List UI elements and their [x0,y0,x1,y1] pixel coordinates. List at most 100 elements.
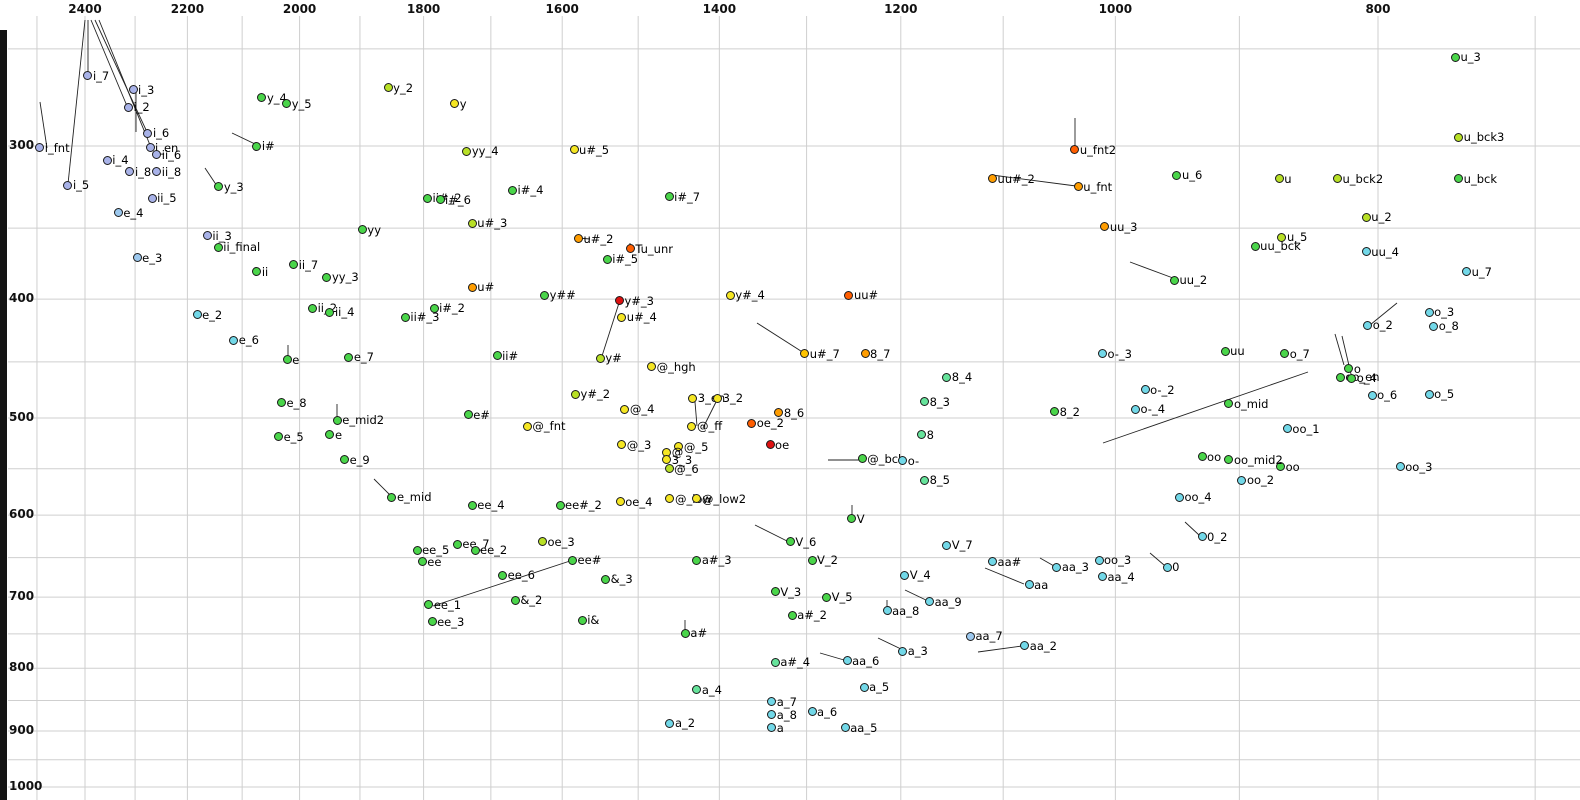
y-tick-label: 900 [9,722,35,737]
data-point-e_6 [229,335,239,345]
leader-line [877,637,902,650]
point-label-Tu_unr: Tu_unr [635,241,673,256]
point-label-8_6: 8_6 [783,405,805,420]
data-point-u_bck3 [1454,132,1464,142]
point-label-yy: yy [367,222,382,237]
data-point-aa_5 [840,723,850,733]
data-point-8_7 [860,349,870,359]
y-tick-label: 700 [9,589,35,604]
point-label-y#: y# [605,351,622,366]
x-tick-label: 1000 [1098,2,1133,16]
point-label-u_6: u_6 [1181,168,1203,183]
data-point-u#_2 [574,234,583,244]
data-point-y_2 [383,83,393,93]
point-label-u#_5: u#_5 [579,142,610,157]
point-label-a#_3: a#_3 [701,553,732,568]
point-label-uu_4: uu_4 [1371,244,1399,259]
data-point-i_8 [125,167,135,177]
data-point-ii_5 [147,193,157,203]
point-label-uu: uu [1230,344,1245,359]
point-label-i#: i# [261,139,275,153]
leader-line [1129,261,1174,279]
data-point-yy [357,225,367,235]
data-point-a [767,723,777,733]
data-point-V_2 [807,555,817,565]
data-point-aa_4 [1097,572,1107,582]
point-label-y: y [459,96,467,111]
point-label-a_5: a_5 [869,680,890,695]
point-label-i#_6: i#_6 [445,192,471,207]
data-point-3_2 [713,393,723,403]
data-point-&_2 [510,595,520,605]
point-label-ee_7: ee_7 [462,537,490,552]
data-point-3_en [688,393,698,403]
point-label-o-: o- [907,453,920,468]
point-label-o_mid: o_mid [1233,396,1269,411]
data-point-aa# [988,557,998,567]
point-label-e_9: e_9 [349,452,370,467]
data-point-y_5 [282,99,292,109]
data-point-ii_2 [308,303,318,313]
data-point-e# [463,410,473,420]
data-point-a_2 [665,718,675,728]
point-label-yy_4: yy_4 [471,144,499,159]
x-tick-label: 1600 [545,2,579,16]
leader-line [984,567,1025,585]
point-label-V_5: V_5 [831,590,853,605]
point-label-oe: oe [775,437,790,452]
data-point-i_5 [63,180,73,190]
data-point-aa_7 [965,631,975,641]
x-tick-label: 800 [1365,2,1391,16]
point-label-ii#: ii# [502,348,519,363]
point-label-oo_mid2: oo_mid2 [1233,452,1283,467]
x-tick-label: 1800 [406,2,441,16]
data-point-uu_4 [1361,247,1371,257]
point-label-a_3: a_3 [907,644,928,659]
data-point-V [847,514,857,524]
point-label-ii#_3: ii#_3 [410,310,440,325]
data-point-e_3 [132,253,142,263]
data-point-oo_3 [1094,555,1104,565]
data-point-ee_5 [412,545,422,555]
data-point-0_2 [1197,532,1207,542]
point-label-aa_9: aa_9 [934,594,962,609]
point-label-o-_3: o-_3 [1107,346,1132,361]
data-point-uu_2 [1170,275,1179,285]
data-point-oo_4 [1174,492,1184,502]
data-point-u# [467,282,477,292]
data-point-ee#_2 [555,500,565,510]
data-point-i_7 [83,71,93,81]
point-label-aa: aa [1034,577,1049,592]
data-point-y#_2 [571,389,581,399]
data-point-i#_2 [429,303,439,313]
point-label-ii_3: ii_3 [212,228,232,243]
point-label-8_5: 8_5 [929,473,950,488]
data-point-aa_8 [882,606,892,616]
point-label-i#_5: i#_5 [612,252,639,267]
point-label-3_2: 3_2 [722,391,744,406]
x-tick-label: 2000 [282,2,317,16]
point-label-V_6: V_6 [795,534,817,549]
data-point-e [282,355,292,365]
data-point-y# [595,353,605,363]
point-label-i#_2: i#_2 [439,301,465,316]
data-point-V_7 [942,540,952,550]
point-label-ii_7: ii_7 [298,257,319,272]
data-point-@_3 [617,440,627,450]
data-point-oo_3 [1395,462,1405,472]
point-label-ii_8: ii_8 [161,164,182,179]
point-label-u_2: u_2 [1371,210,1392,225]
data-point-u#_4 [617,312,627,322]
point-label-i_7: i_7 [92,68,110,83]
point-label-V: V [856,511,865,526]
point-label-o_3: o_3 [1434,305,1455,320]
leader-line [819,652,845,661]
point-label-8_7: 8_7 [870,346,891,361]
data-point-a_3 [898,646,908,656]
point-label-o_5: o_5 [1434,387,1455,402]
data-point-i& [577,615,587,625]
data-point-@_fnt [522,421,532,431]
data-point-uu [1220,346,1230,356]
point-label-0_2: 0_2 [1207,529,1228,544]
point-label-ii_4: ii_4 [334,305,355,320]
